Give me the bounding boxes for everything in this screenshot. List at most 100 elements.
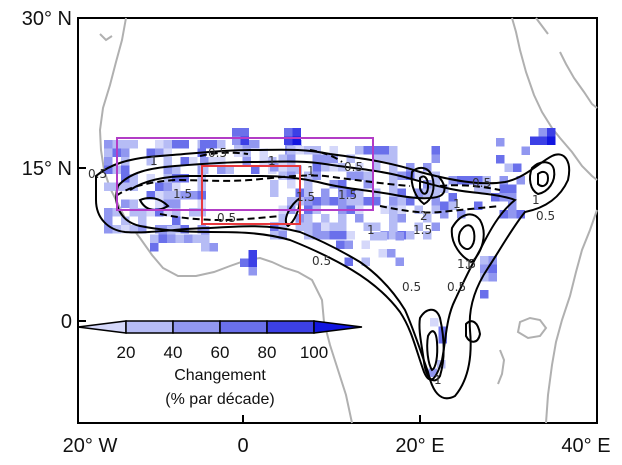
trend-pixel bbox=[508, 193, 517, 202]
trend-pixel bbox=[499, 176, 508, 185]
map-frame bbox=[77, 17, 598, 424]
trend-pixel bbox=[329, 180, 338, 189]
contour-label: 0.5 bbox=[88, 167, 107, 181]
contour-label: 1 bbox=[307, 164, 315, 178]
trend-pixel bbox=[329, 222, 338, 231]
trend-pixel bbox=[329, 231, 338, 240]
trend-pixel bbox=[180, 140, 189, 149]
contour-label: 0.5 bbox=[402, 280, 421, 294]
trend-pixel bbox=[278, 214, 287, 223]
trend-pixel bbox=[189, 208, 198, 217]
trend-pixel bbox=[312, 154, 321, 163]
trend-pixel bbox=[146, 208, 155, 217]
trend-pixel bbox=[146, 191, 155, 200]
trend-pixel bbox=[200, 157, 209, 166]
trend-pixel bbox=[423, 163, 432, 172]
y-tick-label: 15° N bbox=[22, 158, 72, 180]
trend-pixel bbox=[172, 199, 181, 208]
trend-pixel bbox=[292, 128, 301, 137]
trend-pixel bbox=[355, 163, 364, 172]
trend-pixel bbox=[321, 197, 330, 206]
contour-label: 1 bbox=[268, 154, 276, 168]
trend-pixel bbox=[338, 222, 347, 231]
trend-pixel bbox=[380, 146, 389, 155]
trend-pixel bbox=[344, 257, 353, 266]
trend-pixel bbox=[150, 243, 159, 252]
trend-pixel bbox=[338, 231, 347, 240]
trend-pixel bbox=[440, 201, 449, 210]
trend-pixel bbox=[329, 197, 338, 206]
trend-pixel bbox=[406, 231, 415, 240]
contour-label: 2 bbox=[420, 209, 428, 223]
trend-pixel bbox=[482, 176, 491, 185]
trend-pixel bbox=[480, 273, 489, 282]
colorbar-title-line1: Changement bbox=[174, 367, 266, 384]
trend-pixel bbox=[189, 157, 198, 166]
trend-pixel bbox=[155, 148, 164, 157]
trend-pixel bbox=[209, 243, 218, 252]
trend-pixel bbox=[232, 136, 241, 145]
trend-pixel bbox=[278, 154, 287, 163]
trend-pixel bbox=[121, 225, 130, 234]
trend-pixel bbox=[321, 231, 330, 240]
trend-pixel bbox=[329, 146, 338, 155]
colorbar-tick: 60 bbox=[211, 343, 230, 362]
trend-pixel bbox=[172, 216, 181, 225]
trend-pixel bbox=[372, 163, 381, 172]
trend-pixel bbox=[146, 157, 155, 166]
trend-pixel bbox=[406, 171, 415, 180]
trend-pixel bbox=[378, 249, 387, 258]
coastline bbox=[98, 17, 598, 424]
trend-pixel bbox=[251, 165, 260, 174]
contour-label: 0.5 bbox=[344, 160, 363, 174]
trend-pixel bbox=[172, 208, 181, 217]
trend-pixel bbox=[389, 154, 398, 163]
trend-pixel bbox=[104, 208, 113, 217]
trend-pixel bbox=[508, 210, 517, 219]
trend-pixel bbox=[378, 232, 387, 241]
trend-pixel bbox=[287, 163, 296, 172]
trend-pixel bbox=[538, 136, 547, 145]
trend-pixel bbox=[284, 136, 293, 145]
trend-pixel bbox=[217, 165, 226, 174]
trend-pixel bbox=[167, 234, 176, 243]
contour-label: 1 bbox=[367, 223, 375, 237]
trend-pixel bbox=[344, 240, 353, 249]
trend-pixel bbox=[361, 257, 370, 266]
contour-label: 1.5 bbox=[338, 188, 357, 202]
contour-label: 1 bbox=[453, 197, 461, 211]
colorbar-swatch bbox=[266, 320, 315, 334]
trend-pixel bbox=[474, 201, 483, 210]
trend-pixel bbox=[112, 208, 121, 217]
trend-pixel bbox=[270, 180, 279, 189]
trend-pixel bbox=[304, 171, 313, 180]
trend-pixel bbox=[321, 222, 330, 231]
trend-pixel bbox=[201, 243, 210, 252]
trend-pixel bbox=[138, 208, 147, 217]
trend-pixel bbox=[138, 216, 147, 225]
trend-pixel bbox=[121, 140, 130, 149]
x-tick-label: 20° E bbox=[395, 435, 444, 457]
trend-pixel bbox=[329, 163, 338, 172]
trend-pixel bbox=[363, 222, 372, 231]
trend-pixel bbox=[431, 222, 440, 231]
trend-pixel bbox=[304, 188, 313, 197]
trend-pixel bbox=[163, 140, 172, 149]
contour-label: 0.5 bbox=[447, 280, 466, 294]
trend-pixel bbox=[172, 182, 181, 191]
trend-pixel bbox=[372, 197, 381, 206]
trend-pixel bbox=[431, 154, 440, 163]
trend-pixel bbox=[513, 163, 522, 172]
trend-pixel bbox=[312, 222, 321, 231]
trend-pixel bbox=[232, 128, 241, 137]
trend-pixel bbox=[431, 146, 440, 155]
trend-pixel bbox=[482, 184, 491, 193]
trend-pixel bbox=[440, 210, 449, 219]
trend-pixel bbox=[163, 208, 172, 217]
trend-pixel bbox=[547, 128, 556, 137]
trend-pixel bbox=[389, 214, 398, 223]
trend-pixel bbox=[129, 225, 138, 234]
colorbar-arrow-high bbox=[313, 320, 363, 334]
trend-pixel bbox=[217, 157, 226, 166]
trend-pixel bbox=[474, 176, 483, 185]
